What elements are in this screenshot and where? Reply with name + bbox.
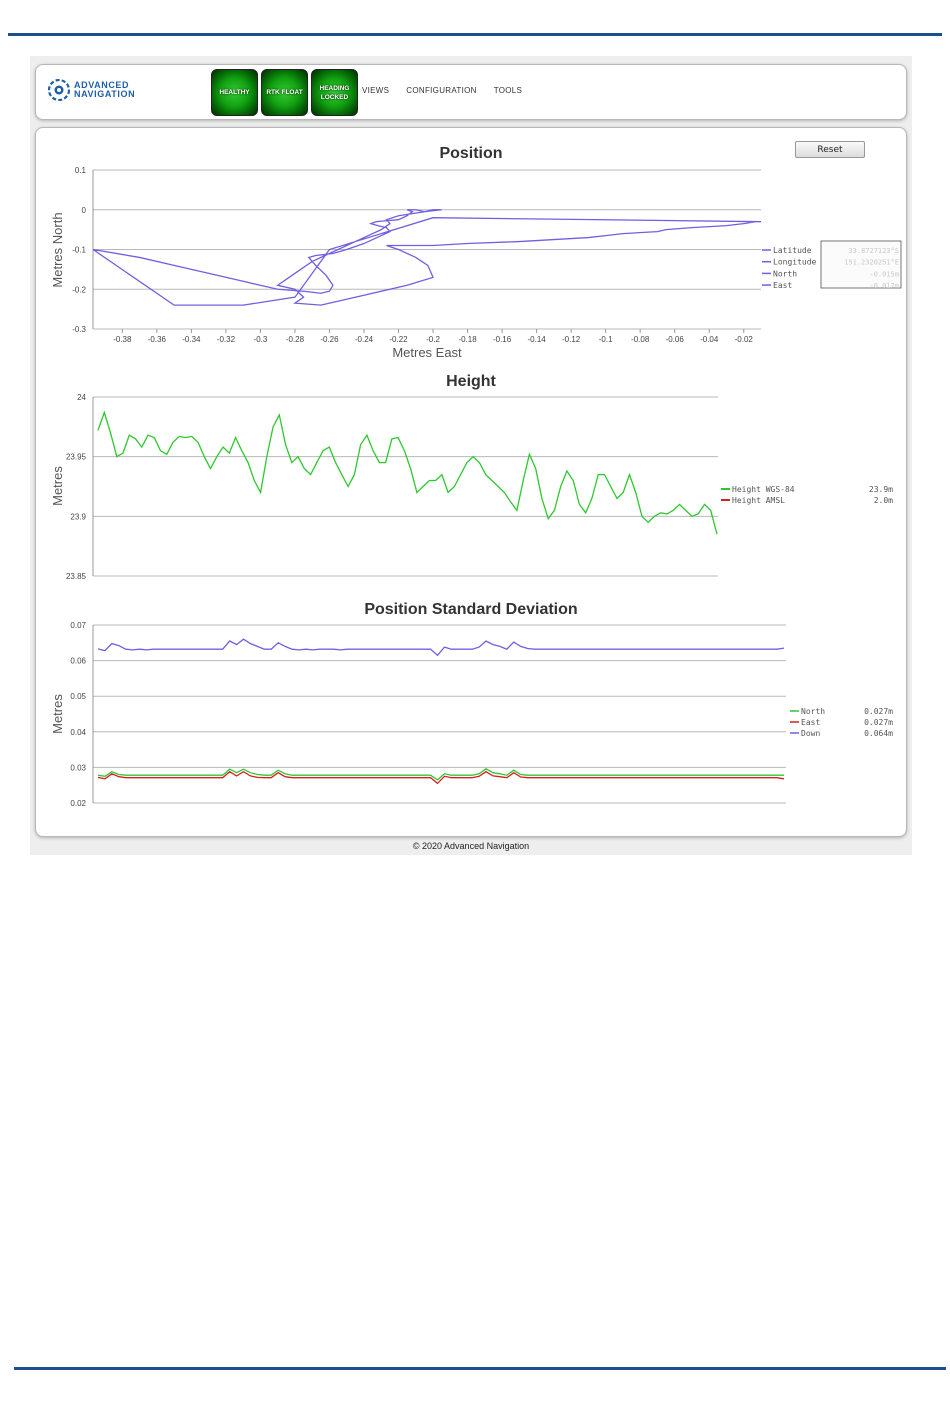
logo-line1: ADVANCED bbox=[74, 80, 130, 90]
position-x-tick-label: -0.14 bbox=[527, 335, 546, 344]
stddev-legend-name: East bbox=[801, 718, 820, 727]
stddev-east-series-line bbox=[97, 770, 785, 785]
height-legend-value: 2.0m bbox=[874, 496, 893, 505]
status-badges: HEALTHY RTK FLOAT HEADING LOCKED bbox=[211, 69, 358, 116]
position-legend-value: 33.8727123°S bbox=[848, 247, 899, 255]
position-series-line bbox=[92, 209, 762, 306]
position-y-tick-label: -0.3 bbox=[72, 325, 86, 334]
position-legend-value: -0.017m bbox=[869, 282, 899, 290]
charts-panel: Reset Position 0.1 0 -0.1 -0.2 -0.3 -0.38 -0.36… bbox=[35, 127, 907, 837]
stddev-y-axis-label: Metres bbox=[50, 694, 65, 734]
stddev-y-tick-label: 0.07 bbox=[70, 621, 86, 630]
top-page-rule bbox=[8, 33, 942, 36]
position-x-tick-label: -0.18 bbox=[458, 335, 477, 344]
position-x-tick-label: -0.08 bbox=[631, 335, 650, 344]
position-legend-name: Longitude bbox=[773, 258, 817, 267]
position-y-axis-label: Metres North bbox=[50, 212, 65, 287]
height-chart-title: Height bbox=[446, 373, 496, 390]
status-badge-rtk-float[interactable]: RTK FLOAT bbox=[261, 69, 308, 116]
position-y-tick-label: 0 bbox=[82, 206, 87, 215]
position-y-tick-label: -0.2 bbox=[72, 285, 86, 294]
position-chart-title: Position bbox=[439, 145, 502, 162]
logo-line2: NAVIGATION bbox=[74, 89, 136, 99]
position-x-tick-label: -0.3 bbox=[254, 335, 268, 344]
menu-views[interactable]: VIEWS bbox=[362, 86, 390, 95]
position-legend-box bbox=[820, 240, 902, 289]
stddev-legend-value: 0.064m bbox=[864, 729, 893, 738]
copyright-footer: © 2020 Advanced Navigation bbox=[412, 841, 530, 851]
web-ui-screenshot: ADVANCED NAVIGATION HEALTHY RTK FLOAT HE… bbox=[30, 56, 912, 855]
position-x-tick-label: -0.36 bbox=[148, 335, 167, 344]
height-y-tick-label: 24 bbox=[77, 393, 86, 402]
height-y-tick-label: 23.9 bbox=[70, 512, 86, 521]
height-legend-name: Height AMSL bbox=[732, 496, 785, 505]
position-x-tick-label: -0.32 bbox=[217, 335, 236, 344]
position-x-tick-label: -0.02 bbox=[735, 335, 754, 344]
compass-logo-icon bbox=[48, 79, 70, 101]
position-x-tick-label: -0.06 bbox=[666, 335, 685, 344]
stddev-y-tick-label: 0.05 bbox=[70, 692, 86, 701]
menu-tools[interactable]: TOOLS bbox=[493, 86, 523, 95]
charts-canvas: Position 0.1 0 -0.1 -0.2 -0.3 -0.38 -0.36 -0.34 -… bbox=[50, 145, 902, 808]
position-legend-value: -0.015m bbox=[869, 270, 899, 278]
stddev-y-tick-label: 0.02 bbox=[70, 799, 86, 808]
position-x-tick-label: -0.1 bbox=[599, 335, 613, 344]
stddev-legend-value: 0.027m bbox=[864, 707, 893, 716]
position-x-tick-label: -0.16 bbox=[493, 335, 512, 344]
position-x-tick-label: -0.26 bbox=[320, 335, 339, 344]
stddev-down-series-line bbox=[97, 638, 785, 657]
position-y-tick-label: 0.1 bbox=[75, 166, 87, 175]
stddev-legend-value: 0.027m bbox=[864, 718, 893, 727]
position-legend-name: North bbox=[773, 269, 797, 278]
stddev-y-tick-label: 0.03 bbox=[70, 763, 86, 772]
position-x-tick-label: -0.04 bbox=[700, 335, 719, 344]
height-legend-value: 23.9m bbox=[869, 485, 893, 494]
stddev-legend-name: Down bbox=[801, 729, 820, 738]
reset-button[interactable]: Reset bbox=[795, 141, 865, 158]
height-y-tick-label: 23.95 bbox=[66, 453, 87, 462]
height-y-tick-label: 23.85 bbox=[66, 572, 87, 581]
position-x-tick-label: -0.34 bbox=[182, 335, 201, 344]
status-badge-heading-locked[interactable]: HEADING LOCKED bbox=[311, 69, 358, 116]
stddev-chart-title: Position Standard Deviation bbox=[364, 601, 577, 618]
position-x-tick-label: -0.24 bbox=[355, 335, 374, 344]
menu-configuration[interactable]: CONFIGURATION bbox=[406, 86, 477, 95]
stddev-y-tick-label: 0.04 bbox=[70, 728, 86, 737]
position-x-tick-label: -0.12 bbox=[562, 335, 581, 344]
position-legend-name: Latitude bbox=[773, 246, 812, 255]
height-y-axis-label: Metres bbox=[50, 466, 65, 506]
position-x-tick-label: -0.2 bbox=[426, 335, 440, 344]
height-legend-name: Height WGS-84 bbox=[732, 485, 795, 494]
height-wgs84-series-line bbox=[97, 410, 718, 535]
position-x-tick-label: -0.22 bbox=[389, 335, 408, 344]
brand-logo[interactable]: ADVANCED NAVIGATION bbox=[48, 79, 135, 101]
stddev-y-tick-label: 0.06 bbox=[70, 657, 86, 666]
top-navbar: ADVANCED NAVIGATION HEALTHY RTK FLOAT HE… bbox=[35, 64, 907, 120]
position-x-axis-label: Metres East bbox=[392, 345, 462, 360]
bottom-page-rule bbox=[14, 1367, 946, 1370]
main-menu: VIEWS CONFIGURATION TOOLS bbox=[362, 86, 522, 95]
position-x-tick-label: -0.38 bbox=[113, 335, 132, 344]
stddev-legend-name: North bbox=[801, 707, 825, 716]
status-badge-healthy[interactable]: HEALTHY bbox=[211, 69, 258, 116]
position-y-tick-label: -0.1 bbox=[72, 246, 86, 255]
position-legend-name: East bbox=[773, 281, 792, 290]
position-x-tick-label: -0.28 bbox=[286, 335, 305, 344]
position-legend-value: 151.2320251°E bbox=[844, 259, 899, 267]
stddev-north-series-line bbox=[97, 768, 784, 781]
